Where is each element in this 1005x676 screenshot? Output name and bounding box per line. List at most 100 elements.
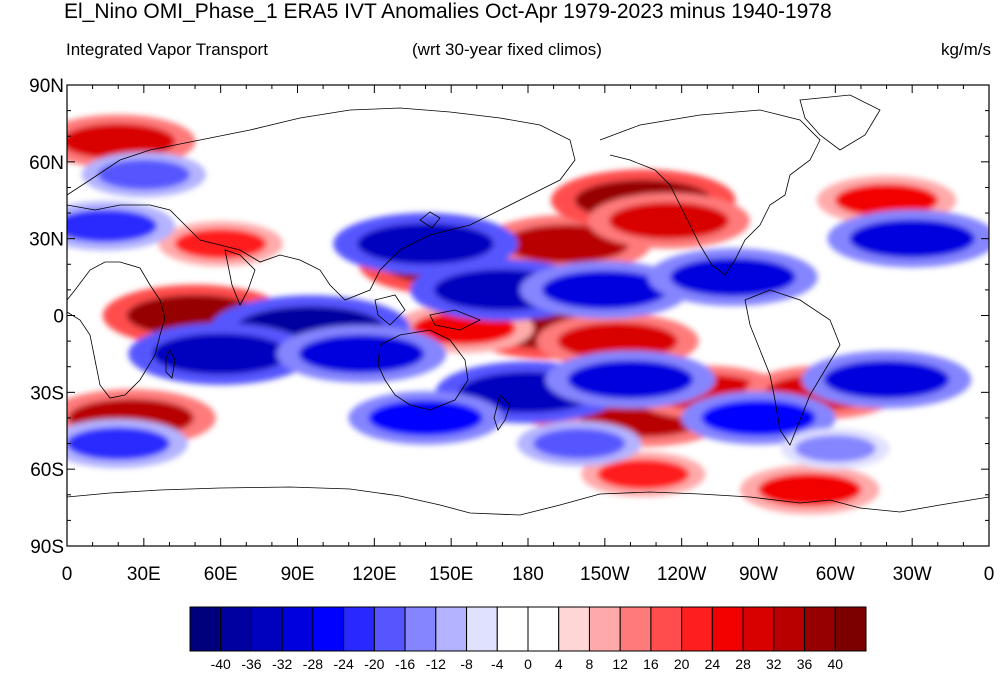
anomaly-blob (67, 209, 158, 243)
coastline-africa (67, 261, 166, 399)
lat-tick-label: 60S (30, 460, 64, 481)
colorbar-label: -32 (272, 656, 292, 672)
anomaly-blob (758, 473, 862, 507)
colorbar-box (527, 606, 560, 652)
latitude-labels: 90N 60N 30N 0 30S 60S 90S (29, 76, 64, 558)
anomaly-blob (97, 159, 190, 190)
coastline-antarctica (67, 486, 989, 516)
coastline-india (224, 249, 256, 306)
colorbar-box (681, 606, 713, 652)
lon-tick-label: 60E (204, 564, 238, 585)
lon-tick-label: 90E (281, 564, 315, 585)
colorbar-label: 0 (524, 656, 532, 672)
colorbar-label: -16 (395, 656, 415, 672)
colorbar-box (281, 606, 314, 652)
colorbar-label: 16 (643, 656, 659, 672)
colorbar-box (619, 606, 652, 652)
colorbar-label: -20 (364, 656, 384, 672)
lat-tick-label: 60N (29, 153, 64, 174)
colorbar-label: 28 (735, 656, 751, 672)
units-label: kg/m/s (940, 40, 991, 59)
anomaly-blob (152, 333, 290, 375)
colorbar-label: -8 (460, 656, 473, 672)
lon-tick-label: 30E (127, 564, 161, 585)
colorbar-label: 36 (797, 656, 813, 672)
lat-tick-label: 90N (29, 76, 64, 97)
colorbar-box (373, 606, 406, 652)
coastline-north-america (599, 109, 821, 276)
colorbar-label: 12 (612, 656, 628, 672)
lat-tick-label: 90S (30, 537, 64, 558)
colorbar-label: 24 (705, 656, 721, 672)
lon-tick-label: 90W (739, 564, 778, 585)
colorbar-box (804, 606, 836, 652)
colorbar (189, 606, 867, 652)
figure-title: El_Nino OMI_Phase_1 ERA5 IVT Anomalies O… (64, 0, 832, 23)
colorbar-label: 8 (586, 656, 594, 672)
colorbar-box (742, 606, 775, 652)
colorbar-labels: -40 -36 -32 -28 -24 -20 -16 -12 -8 -4 0 4 8 12 16 20 24 2… (211, 656, 844, 672)
anomaly-blob (503, 224, 630, 263)
anomaly-blob (608, 202, 729, 240)
anomaly-blob (533, 428, 626, 459)
anomaly-blob (174, 228, 267, 259)
anomaly-blob (834, 183, 939, 217)
colorbar-label: 40 (827, 656, 843, 672)
anomaly-blob (670, 257, 796, 297)
anomaly-blob (557, 322, 678, 360)
coastline-new-guinea (429, 309, 481, 331)
coastlines (67, 94, 989, 516)
anomaly-blob (849, 219, 975, 258)
lon-tick-label: 30W (893, 564, 932, 585)
axis-ticks (66, 84, 990, 547)
colorbar-box (343, 606, 375, 652)
colorbar-label: -36 (241, 656, 261, 672)
colorbar-box (558, 606, 590, 652)
anomaly-blob (567, 360, 694, 399)
left-subtitle: Integrated Vapor Transport (66, 40, 268, 59)
colorbar-label: 20 (674, 656, 690, 672)
colorbar-box (220, 606, 252, 652)
anomaly-blob (542, 270, 668, 310)
coastline-madagascar (165, 349, 176, 379)
coastline-borneo (374, 294, 406, 326)
lon-tick-label: 0 (984, 564, 995, 585)
colorbar-box (435, 606, 468, 652)
colorbar-label: -40 (211, 656, 231, 672)
lon-tick-label: 120W (657, 564, 707, 585)
colorbar-label: 4 (555, 656, 563, 672)
colorbar-box (650, 606, 683, 652)
colorbar-box (404, 606, 437, 652)
colorbar-label: -24 (334, 656, 354, 672)
coastline-japan (419, 211, 441, 229)
anomaly-blob (597, 459, 690, 490)
colorbar-box (189, 606, 222, 652)
longitude-labels: 0 30E 60E 90E 120E 150E 180 150W 120W 90W 60W 30W 0 (62, 564, 995, 585)
lon-tick-label: 120E (352, 564, 396, 585)
colorbar-label: -12 (426, 656, 446, 672)
colorbar-box (496, 606, 529, 652)
coastline-new-zealand (493, 394, 511, 431)
lon-tick-label: 150W (580, 564, 630, 585)
center-subtitle: (wrt 30-year fixed climos) (412, 40, 602, 59)
anomaly-blob (794, 435, 876, 463)
colorbar-label: 32 (766, 656, 782, 672)
lat-tick-label: 30S (30, 383, 64, 404)
lat-tick-label: 30N (29, 230, 64, 251)
anomaly-blob (368, 400, 483, 436)
coastline-australia (377, 329, 469, 411)
colorbar-box (588, 606, 621, 652)
anomaly-field (67, 114, 989, 515)
colorbar-box (711, 606, 744, 652)
colorbar-label: -28 (303, 656, 323, 672)
colorbar-box (312, 606, 345, 652)
anomaly-blob (67, 427, 170, 460)
lon-tick-label: 180 (512, 564, 544, 585)
anomaly-blob (357, 223, 494, 265)
colorbar-box (466, 606, 498, 652)
colorbar-box (773, 606, 806, 652)
anomaly-blob (701, 400, 816, 436)
coastline-eurasia (67, 107, 576, 301)
lon-tick-label: 60W (816, 564, 855, 585)
